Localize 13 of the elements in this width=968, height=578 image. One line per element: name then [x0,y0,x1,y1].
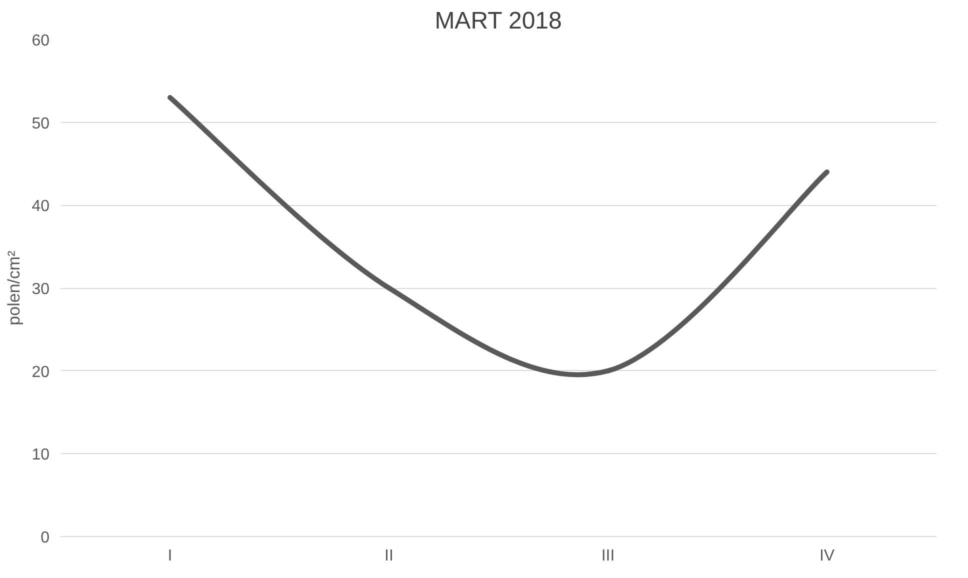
y-tick-label: 40 [32,198,50,216]
y-tick-label: 60 [32,32,50,50]
y-tick-label: 50 [32,115,50,132]
x-tick-label: II [384,548,394,564]
chart-title: MART 2018 [434,8,562,34]
x-tick-label: I [168,548,172,564]
x-tick-label: III [601,548,615,564]
y-tick-label: 30 [32,281,50,298]
y-tick-label: 0 [40,530,50,546]
x-tick-label: IV [819,548,835,564]
y-tick-label: 20 [32,364,50,381]
y-tick-label: 10 [32,446,50,464]
y-axis-title: polen/cm² [4,250,24,326]
